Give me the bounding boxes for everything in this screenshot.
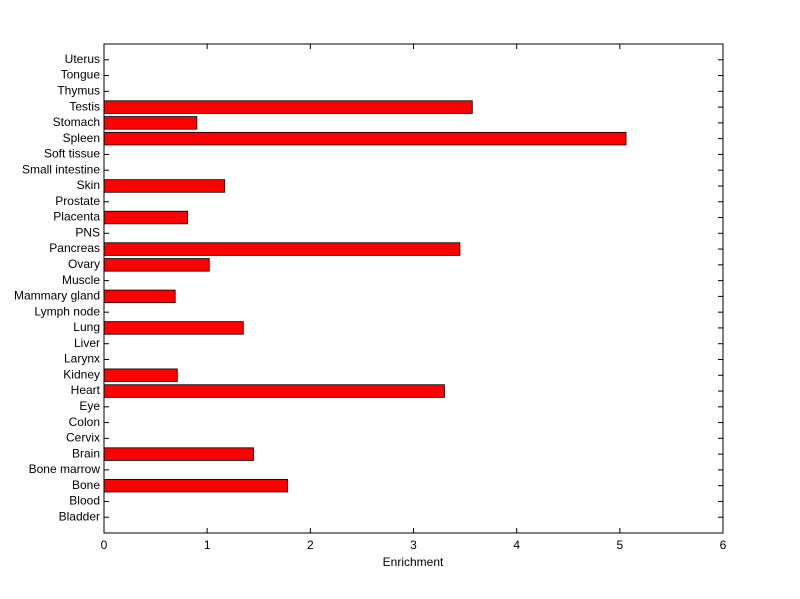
x-tick-label: 0 — [101, 538, 108, 552]
y-tick-label: Stomach — [53, 115, 100, 129]
y-tick-label: Bone marrow — [29, 462, 101, 476]
x-axis-label: Enrichment — [383, 555, 444, 569]
x-tick-label: 4 — [513, 538, 520, 552]
y-tick-label: Muscle — [62, 273, 100, 287]
bar — [103, 242, 461, 256]
x-tick-label: 1 — [204, 538, 211, 552]
y-tick-label: Cervix — [66, 431, 100, 445]
y-tick-label: Lung — [73, 320, 100, 334]
y-tick-label: Pancreas — [49, 241, 100, 255]
plot-frame — [103, 43, 724, 534]
bar — [103, 289, 176, 304]
y-tick-label: Testis — [69, 99, 100, 113]
y-tick-label: Bladder — [59, 509, 100, 523]
bar — [103, 258, 210, 272]
y-tick-label: Skin — [77, 178, 100, 192]
bar — [103, 131, 627, 146]
y-tick-label: Brain — [72, 446, 100, 460]
y-tick-label: Tongue — [61, 68, 101, 82]
y-tick-label: Eye — [79, 399, 100, 413]
y-tick-label: Blood — [69, 494, 100, 508]
bar — [103, 478, 289, 493]
y-tick-label: Larynx — [64, 352, 100, 366]
x-tick-label: 5 — [616, 538, 623, 552]
bar — [103, 116, 198, 130]
bar — [103, 368, 178, 382]
y-tick-label: Liver — [74, 336, 100, 350]
y-tick-label: Lymph node — [34, 304, 100, 318]
y-tick-label: Ovary — [68, 257, 100, 271]
y-tick-label: Thymus — [57, 83, 100, 97]
bar — [103, 100, 473, 114]
y-tick-label: Placenta — [53, 210, 100, 224]
x-tick-label: 6 — [720, 538, 727, 552]
y-tick-label: Small intestine — [22, 162, 100, 176]
bar — [103, 384, 445, 398]
y-tick-label: PNS — [75, 225, 100, 239]
bar — [103, 321, 244, 335]
y-tick-label: Uterus — [65, 52, 100, 66]
y-tick-label: Colon — [69, 415, 100, 429]
y-tick-label: Soft tissue — [44, 147, 100, 161]
y-tick-label: Heart — [71, 383, 101, 397]
y-tick-label: Bone — [72, 478, 100, 492]
bar — [103, 179, 226, 193]
y-tick-label: Spleen — [63, 131, 100, 145]
y-tick-label: Prostate — [55, 194, 100, 208]
x-tick-label: 3 — [410, 538, 417, 552]
bar — [103, 210, 188, 225]
y-tick-label: Mammary gland — [14, 289, 100, 303]
y-tick-label: Kidney — [63, 367, 100, 381]
bar — [103, 447, 254, 461]
x-tick-label: 2 — [307, 538, 314, 552]
